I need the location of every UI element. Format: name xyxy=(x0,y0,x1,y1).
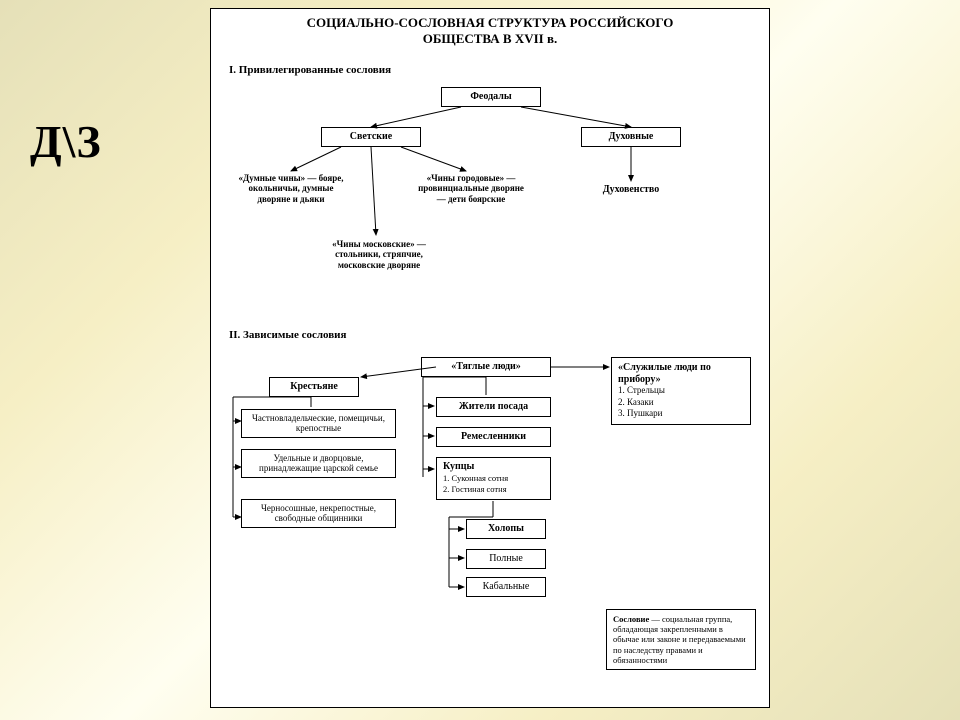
node-dumnye: «Думные чины» — бояре, окольничьи, думны… xyxy=(231,173,351,204)
node-krestyane: Крестьяне xyxy=(269,377,359,397)
section-2-heading: II. Зависимые сословия xyxy=(229,329,346,341)
diagram-page: СОЦИАЛЬНО-СОСЛОВНАЯ СТРУКТУРА РОССИЙСКОГ… xyxy=(210,8,770,708)
node-k2: Удельные и дворцовые, принадлежащие царс… xyxy=(241,449,396,478)
node-tyaglye: «Тяглые люди» xyxy=(421,357,551,377)
node-duhovenstvo: Духовенство xyxy=(581,184,681,196)
kupcy-title: Купцы xyxy=(443,461,474,472)
definition-term: Сословие xyxy=(613,614,649,624)
sluzhilye-title: «Служилые люди по прибору» xyxy=(618,362,711,385)
node-feodaly: Феодалы xyxy=(441,87,541,107)
node-kabalnye: Кабальные xyxy=(466,577,546,597)
page-title: СОЦИАЛЬНО-СОСЛОВНАЯ СТРУКТУРА РОССИЙСКОГ… xyxy=(211,9,769,50)
node-duhovnye: Духовные xyxy=(581,127,681,147)
node-remeslenniki: Ремесленники xyxy=(436,427,551,447)
homework-label: Д\З xyxy=(30,115,102,168)
node-k3: Черносошные, некрепостные, свободные общ… xyxy=(241,499,396,528)
title-line-1: СОЦИАЛЬНО-СОСЛОВНАЯ СТРУКТУРА РОССИЙСКОГ… xyxy=(307,15,674,30)
node-gorodovye: «Чины городовые» — провинциальные дворян… xyxy=(416,173,526,204)
section-1-heading: I. Привилегированные сословия xyxy=(229,64,769,76)
node-posad: Жители посада xyxy=(436,397,551,417)
definition-box: Сословие — социальная группа, обладающая… xyxy=(606,609,756,670)
node-holopy: Холопы xyxy=(466,519,546,539)
sluzhilye-list: 1. Стрельцы 2. Казаки 3. Пушкари xyxy=(618,385,665,418)
title-line-2: ОБЩЕСТВА В XVII в. xyxy=(423,31,558,46)
node-kupcy: Купцы 1. Суконная сотня 2. Гостиная сотн… xyxy=(436,457,551,500)
kupcy-list: 1. Суконная сотня 2. Гостиная сотня xyxy=(443,473,508,495)
node-moskovskie: «Чины московские» — стольники, стряпчие,… xyxy=(329,239,429,270)
node-svetskie: Светские xyxy=(321,127,421,147)
node-sluzhilye: «Служилые люди по прибору» 1. Стрельцы 2… xyxy=(611,357,751,425)
node-polnye: Полные xyxy=(466,549,546,569)
node-k1: Частновладельческие, помещичьи, крепостн… xyxy=(241,409,396,438)
